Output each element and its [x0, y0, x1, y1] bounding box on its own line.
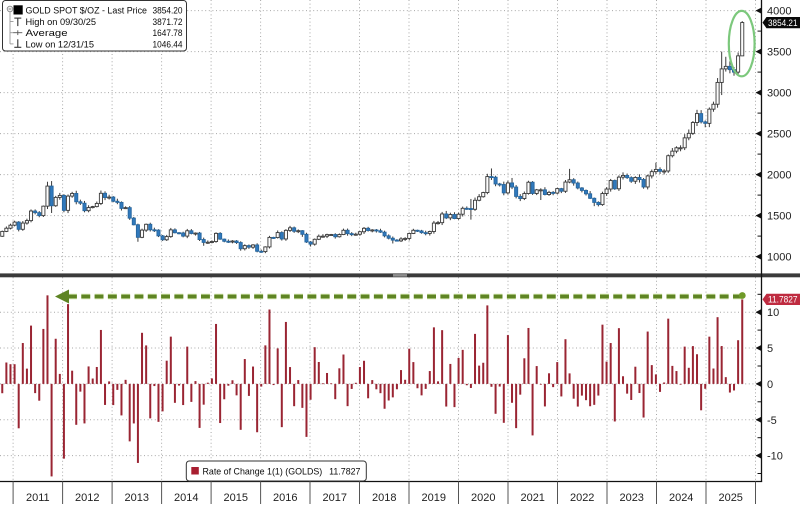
svg-text:1500: 1500 — [767, 211, 791, 223]
svg-text:2020: 2020 — [471, 492, 495, 504]
svg-text:2021: 2021 — [520, 492, 544, 504]
svg-text:GOLD SPOT $/OZ - Last Price: GOLD SPOT $/OZ - Last Price — [26, 6, 148, 17]
svg-text:3000: 3000 — [767, 88, 791, 100]
svg-text:1046.44: 1046.44 — [153, 39, 183, 50]
svg-text:1647.78: 1647.78 — [153, 28, 183, 39]
svg-text:Rate of Change 1(1) (GOLDS) 1: Rate of Change 1(1) (GOLDS) 11.7827 — [203, 466, 361, 477]
svg-text:-5: -5 — [767, 415, 777, 427]
svg-text:3871.72: 3871.72 — [153, 17, 183, 28]
svg-text:2013: 2013 — [125, 492, 149, 504]
svg-text:11.7827: 11.7827 — [768, 295, 798, 305]
svg-text:2019: 2019 — [422, 492, 446, 504]
svg-text:2022: 2022 — [570, 492, 594, 504]
svg-text:0: 0 — [767, 379, 773, 391]
svg-text:Low on 12/31/15: Low on 12/31/15 — [26, 39, 95, 50]
svg-text:4000: 4000 — [767, 6, 791, 18]
svg-text:2500: 2500 — [767, 129, 791, 141]
svg-text:2025: 2025 — [718, 492, 742, 504]
svg-text:2016: 2016 — [273, 492, 297, 504]
svg-text:5: 5 — [767, 343, 773, 355]
svg-text:2012: 2012 — [75, 492, 99, 504]
svg-text:3854.20: 3854.20 — [153, 6, 183, 17]
svg-text:2024: 2024 — [669, 492, 693, 504]
svg-text:3500: 3500 — [767, 47, 791, 59]
svg-text:High on 09/30/25: High on 09/30/25 — [26, 17, 97, 28]
svg-text:2023: 2023 — [619, 492, 643, 504]
svg-text:2017: 2017 — [323, 492, 347, 504]
svg-text:2000: 2000 — [767, 170, 791, 182]
svg-text:2014: 2014 — [174, 492, 198, 504]
svg-text:2011: 2011 — [26, 492, 50, 504]
svg-text:2018: 2018 — [372, 492, 396, 504]
svg-text:1000: 1000 — [767, 252, 791, 264]
svg-text:3854.21: 3854.21 — [768, 18, 798, 28]
svg-text:Average: Average — [26, 28, 68, 39]
svg-text:10: 10 — [767, 307, 779, 319]
svg-text:-10: -10 — [767, 451, 783, 463]
svg-text:2015: 2015 — [224, 492, 248, 504]
